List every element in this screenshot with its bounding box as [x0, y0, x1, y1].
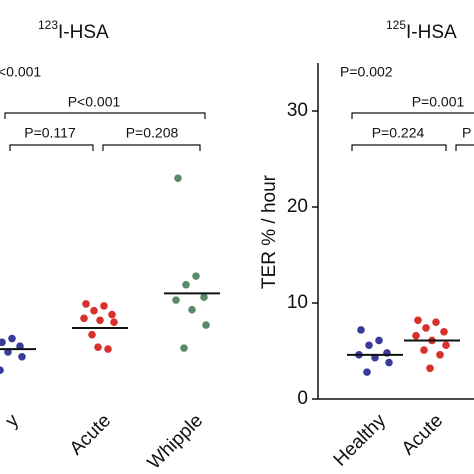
- x-tick-label: Healthy: [330, 410, 391, 471]
- p-value: P=0.224: [372, 125, 425, 141]
- data-point: [82, 300, 90, 308]
- bracket: [351, 112, 474, 119]
- y-axis-label: TER % / hour: [259, 174, 280, 289]
- data-point: [180, 344, 188, 352]
- p-value: P=0.001: [412, 94, 465, 110]
- title-text: I-HSA: [58, 22, 109, 43]
- data-point: [188, 305, 196, 314]
- data-point: [363, 368, 371, 376]
- y-tick-label: 0: [297, 388, 308, 409]
- y-tick-label: 20: [287, 196, 308, 217]
- data-point: [108, 310, 116, 319]
- data-point: [0, 338, 6, 347]
- data-point: [440, 328, 448, 336]
- data-point: [0, 366, 4, 374]
- data-point: [432, 318, 440, 327]
- data-point: [8, 334, 16, 343]
- data-point: [182, 280, 190, 289]
- data-point: [104, 345, 112, 353]
- data-point: [88, 330, 96, 339]
- data-point: [100, 302, 108, 310]
- data-point: [375, 336, 383, 345]
- data-point: [96, 316, 104, 325]
- p-value: P: [462, 125, 471, 141]
- data-point: [174, 174, 182, 182]
- data-point: [357, 326, 365, 334]
- chart-title: 125I-HSA: [386, 18, 457, 43]
- data-point: [422, 324, 430, 332]
- data-point: [365, 341, 373, 350]
- data-point: [385, 358, 393, 367]
- data-point: [94, 343, 102, 351]
- x-tick-label: y: [2, 410, 24, 432]
- x-tick-label: Whipple: [144, 410, 207, 473]
- data-point: [90, 306, 98, 315]
- p-value: P=0.208: [126, 125, 179, 141]
- x-tick-label: Acute: [398, 410, 447, 459]
- title-superscript: 123: [38, 18, 58, 32]
- data-point: [414, 316, 422, 325]
- data-point: [18, 352, 26, 361]
- data-point: [420, 346, 428, 354]
- y-tick-label: 30: [287, 100, 308, 121]
- data-point: [192, 272, 200, 280]
- data-point: [172, 296, 180, 304]
- p-value: <0.001: [0, 64, 41, 80]
- data-point: [436, 351, 444, 359]
- data-point: [80, 314, 88, 323]
- title-text: I-HSA: [406, 22, 457, 43]
- bracket: [351, 144, 447, 151]
- data-point: [412, 331, 420, 340]
- y-tick-label: 10: [287, 292, 308, 313]
- data-point: [110, 318, 118, 327]
- p-value: P<0.001: [68, 94, 121, 110]
- x-tick-label: Acute: [66, 410, 115, 459]
- data-point: [200, 293, 208, 302]
- data-point: [202, 321, 210, 329]
- bracket: [102, 144, 201, 151]
- bracket: [4, 112, 206, 119]
- chart-title: 123I-HSA: [38, 18, 109, 43]
- bracket: [9, 144, 94, 151]
- data-point: [442, 341, 450, 350]
- data-point: [426, 364, 434, 373]
- title-superscript: 125: [386, 18, 406, 32]
- p-value: P=0.117: [24, 125, 76, 141]
- bracket: [455, 144, 474, 151]
- p-value: P=0.002: [340, 64, 393, 80]
